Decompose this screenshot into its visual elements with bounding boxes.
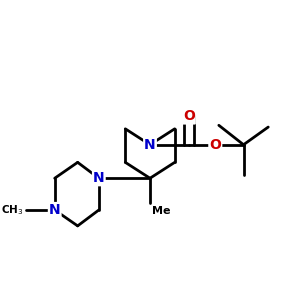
Text: O: O bbox=[209, 138, 221, 152]
Text: N: N bbox=[93, 171, 105, 185]
Text: CH$_3$: CH$_3$ bbox=[1, 203, 24, 217]
Text: N: N bbox=[144, 138, 156, 152]
Text: N: N bbox=[49, 203, 61, 217]
Text: Me: Me bbox=[152, 206, 170, 217]
Text: O: O bbox=[183, 110, 195, 124]
